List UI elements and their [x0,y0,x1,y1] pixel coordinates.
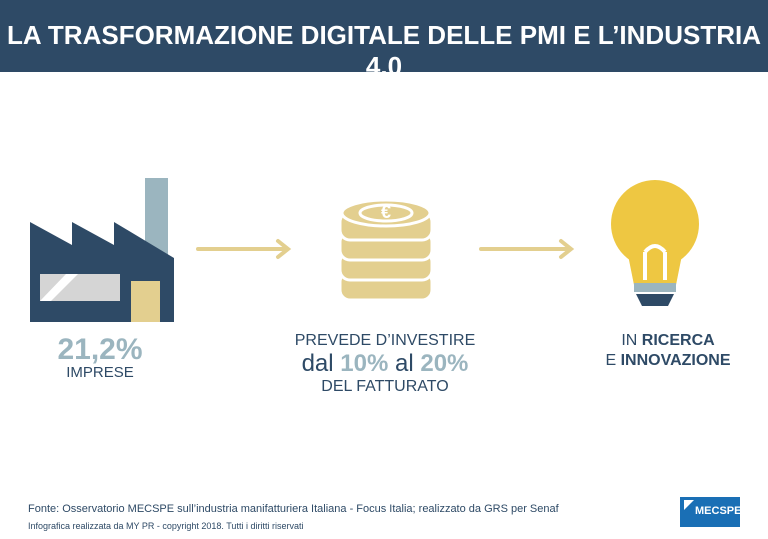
range-to: 20% [420,350,469,377]
text: INNOVAZIONE [620,352,731,369]
step-range: dal 10% al 20% [260,350,510,378]
step-line: E INNOVAZIONE [570,352,766,370]
range-from: 10% [340,350,389,377]
source: Fonte: Osservatorio MECSPE sull’industri… [28,503,559,515]
step-label: IMPRESE [66,364,134,381]
header-bar [0,0,768,72]
logo: MECSPE [695,505,742,517]
text: RICERCA [641,332,715,349]
text: IN [621,332,638,349]
step-line: PREVEDE D’INVESTIRE [294,332,476,349]
step-value: 21,2% [57,333,143,366]
text: al [395,350,414,377]
step-line: IN RICERCA [570,332,766,350]
step-line: DEL FATTURATO [321,378,449,395]
credit: Infografica realizzata da MY PR - copyri… [28,521,304,531]
text: E [605,352,617,369]
euro-symbol: € [380,202,391,222]
text: dal [301,350,334,377]
title: LA TRASFORMAZIONE DIGITALE DELLE PMI E L… [7,20,761,81]
